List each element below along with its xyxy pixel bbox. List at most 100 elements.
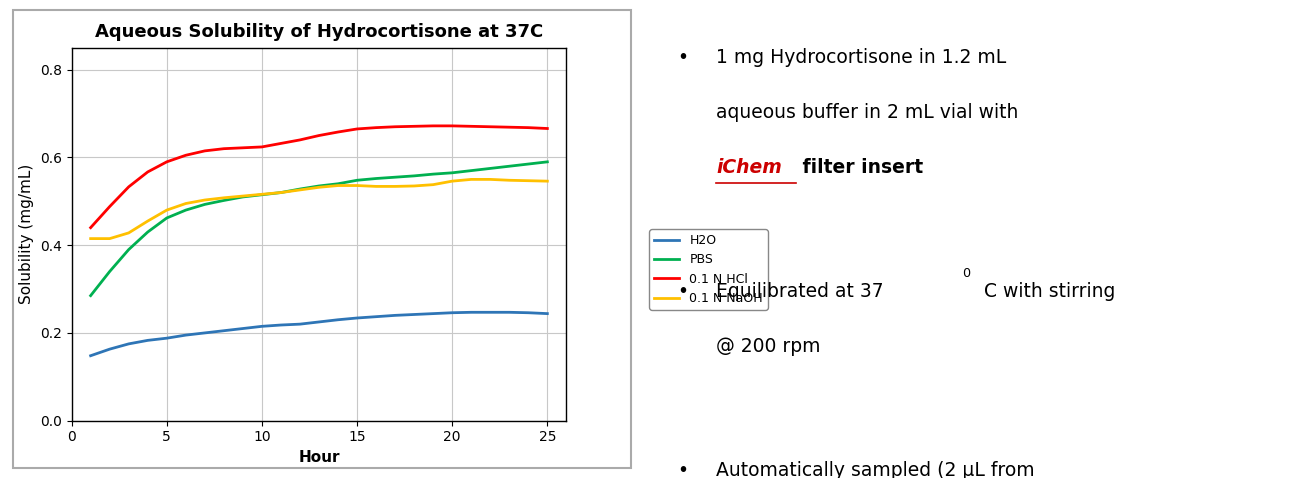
PBS (254, 192, 270, 197)
0.1 N NaOH (387, 184, 402, 189)
H2O (236, 326, 251, 331)
Text: iChem: iChem (716, 158, 781, 177)
Line: PBS: PBS (91, 162, 547, 295)
Text: 1 mg Hydrocortisone in 1.2 mL: 1 mg Hydrocortisone in 1.2 mL (716, 48, 1006, 67)
PBS (368, 175, 384, 181)
PBS (139, 229, 155, 235)
0.1 N HCl (387, 124, 402, 130)
Title: Aqueous Solubility of Hydrocortisone at 37C: Aqueous Solubility of Hydrocortisone at … (95, 22, 543, 41)
0.1 N NaOH (216, 195, 232, 201)
PBS (331, 181, 346, 186)
H2O (521, 310, 536, 315)
H2O (83, 353, 99, 358)
H2O (539, 311, 555, 316)
Text: Equilibrated at 37: Equilibrated at 37 (716, 282, 889, 301)
0.1 N NaOH (254, 191, 270, 197)
H2O (368, 314, 384, 320)
PBS (216, 197, 232, 203)
PBS (539, 159, 555, 165)
H2O (387, 313, 402, 318)
PBS (521, 161, 536, 167)
0.1 N HCl (406, 123, 422, 129)
0.1 N NaOH (178, 201, 194, 206)
H2O (444, 310, 460, 315)
PBS (121, 247, 137, 252)
H2O (349, 315, 365, 321)
0.1 N NaOH (236, 193, 251, 199)
PBS (159, 215, 174, 221)
PBS (311, 183, 327, 189)
0.1 N HCl (349, 126, 365, 132)
0.1 N HCl (464, 123, 479, 129)
0.1 N NaOH (159, 207, 174, 213)
0.1 N NaOH (83, 236, 99, 241)
PBS (292, 186, 307, 192)
PBS (483, 165, 499, 171)
H2O (311, 319, 327, 325)
PBS (273, 190, 289, 196)
0.1 N NaOH (501, 177, 517, 183)
Text: aqueous buffer in 2 mL vial with: aqueous buffer in 2 mL vial with (716, 103, 1018, 122)
0.1 N HCl (178, 152, 194, 158)
0.1 N NaOH (331, 183, 346, 188)
Line: 0.1 N HCl: 0.1 N HCl (91, 126, 547, 228)
PBS (406, 173, 422, 179)
H2O (464, 309, 479, 315)
H2O (292, 321, 307, 327)
0.1 N HCl (521, 125, 536, 130)
Text: •: • (677, 461, 689, 478)
0.1 N HCl (121, 184, 137, 190)
0.1 N NaOH (292, 187, 307, 193)
PBS (102, 269, 117, 274)
0.1 N NaOH (139, 218, 155, 224)
H2O (406, 312, 422, 317)
Text: •: • (677, 48, 689, 67)
0.1 N NaOH (444, 178, 460, 184)
PBS (444, 170, 460, 176)
0.1 N HCl (292, 137, 307, 143)
PBS (178, 207, 194, 213)
0.1 N NaOH (311, 185, 327, 190)
0.1 N HCl (254, 144, 270, 150)
0.1 N HCl (197, 148, 212, 154)
PBS (197, 202, 212, 207)
Text: @ 200 rpm: @ 200 rpm (716, 337, 820, 356)
0.1 N NaOH (406, 183, 422, 189)
0.1 N NaOH (539, 178, 555, 184)
0.1 N HCl (483, 124, 499, 130)
H2O (139, 337, 155, 343)
PBS (83, 293, 99, 298)
0.1 N HCl (331, 129, 346, 135)
H2O (254, 324, 270, 329)
PBS (236, 194, 251, 200)
H2O (102, 346, 117, 352)
PBS (501, 163, 517, 169)
0.1 N NaOH (273, 190, 289, 196)
0.1 N HCl (236, 145, 251, 151)
H2O (159, 335, 174, 341)
0.1 N HCl (159, 159, 174, 165)
Text: C with stirring: C with stirring (984, 282, 1116, 301)
0.1 N NaOH (368, 184, 384, 189)
H2O (331, 317, 346, 323)
0.1 N NaOH (349, 183, 365, 188)
0.1 N HCl (216, 146, 232, 152)
0.1 N HCl (368, 125, 384, 130)
PBS (426, 171, 441, 177)
PBS (349, 177, 365, 183)
0.1 N HCl (83, 225, 99, 230)
Text: Automatically sampled (2 μL from: Automatically sampled (2 μL from (716, 461, 1035, 478)
Text: 0: 0 (962, 267, 970, 280)
H2O (216, 328, 232, 334)
0.1 N HCl (311, 133, 327, 139)
0.1 N NaOH (426, 182, 441, 187)
0.1 N NaOH (121, 230, 137, 236)
0.1 N NaOH (102, 236, 117, 241)
0.1 N NaOH (197, 197, 212, 203)
Line: H2O: H2O (91, 312, 547, 356)
PBS (464, 168, 479, 174)
0.1 N HCl (444, 123, 460, 129)
0.1 N HCl (426, 123, 441, 129)
0.1 N HCl (539, 126, 555, 131)
Legend: H2O, PBS, 0.1 N HCl, 0.1 N NaOH: H2O, PBS, 0.1 N HCl, 0.1 N NaOH (650, 229, 768, 310)
